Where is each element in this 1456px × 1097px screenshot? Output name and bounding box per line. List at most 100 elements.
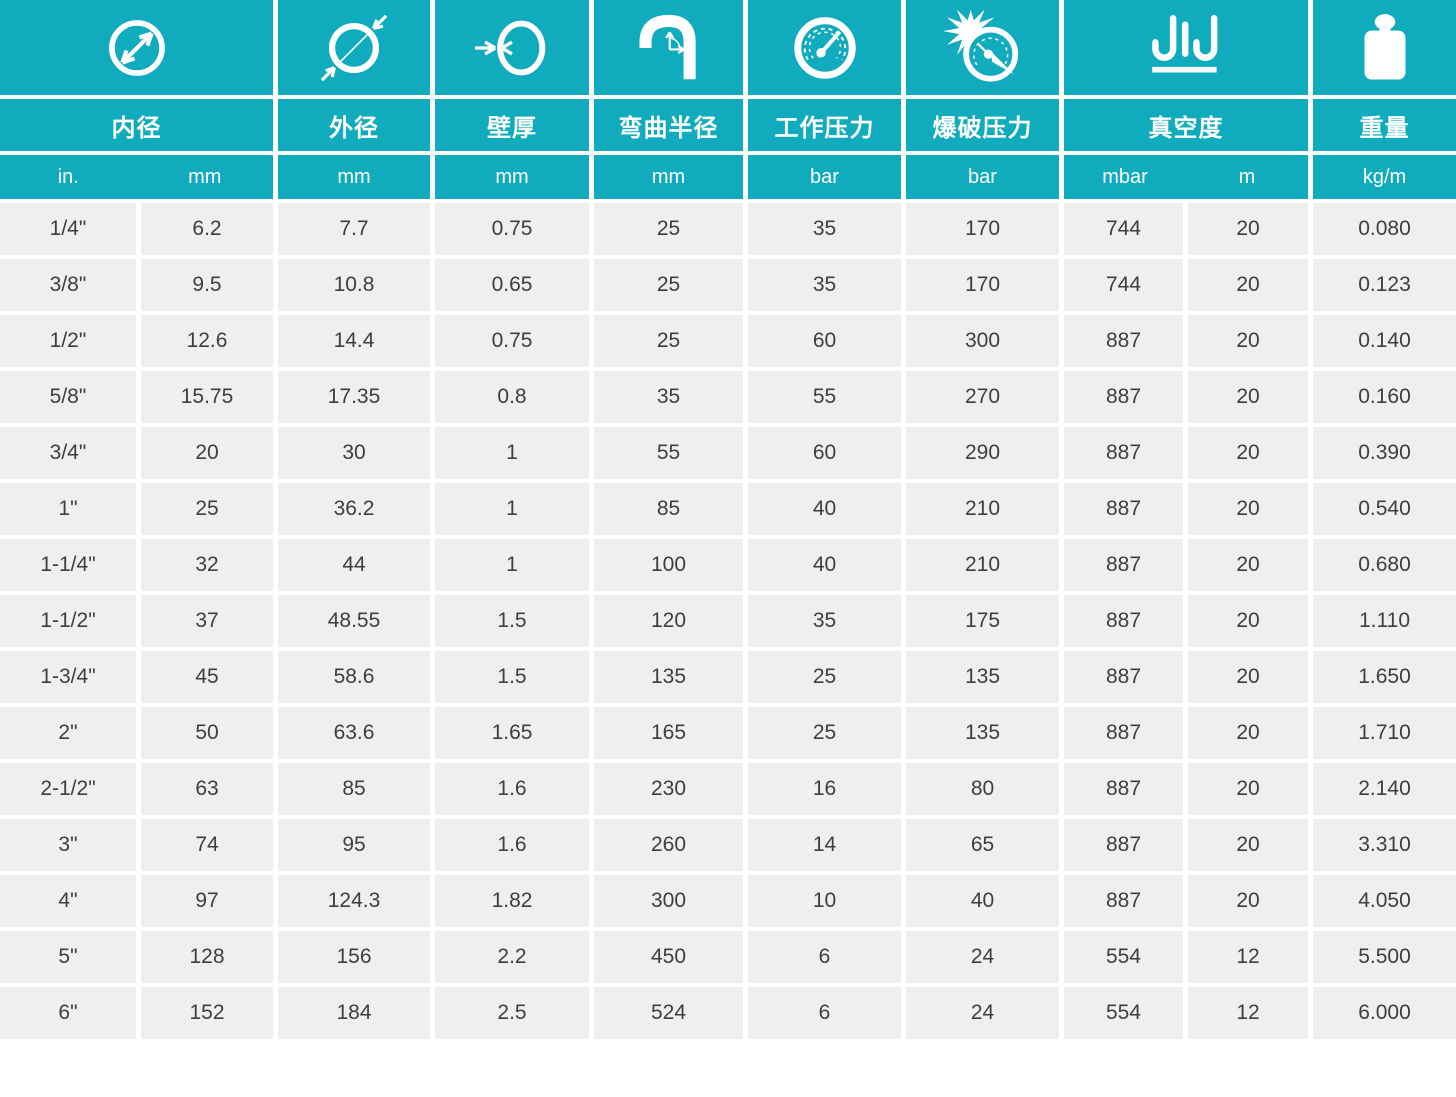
table-cell: 40 xyxy=(748,539,901,591)
column-label-inner-diameter: 内径 xyxy=(0,99,273,151)
unit-mm: mm xyxy=(188,165,222,188)
table-cell: 210 xyxy=(906,539,1059,591)
table-cell: 2.5 xyxy=(435,987,589,1039)
table-cell: 20 xyxy=(1188,819,1308,871)
table-cell: 14 xyxy=(748,819,901,871)
table-cell: 55 xyxy=(594,427,743,479)
outer-diameter-icon xyxy=(318,12,390,84)
table-cell: 20 xyxy=(1188,483,1308,535)
column-label-bend-radius: 弯曲半径 xyxy=(594,99,743,151)
table-cell: 37 xyxy=(141,595,273,647)
table-cell: 36.2 xyxy=(278,483,430,535)
wall-thickness-icon xyxy=(473,16,551,80)
table-cell: 1.710 xyxy=(1313,707,1456,759)
table-cell: 135 xyxy=(594,651,743,703)
table-cell: 887 xyxy=(1064,651,1183,703)
table-cell: 170 xyxy=(906,259,1059,311)
table-cell: 25 xyxy=(594,203,743,255)
table-cell: 887 xyxy=(1064,539,1183,591)
table-cell: 2.140 xyxy=(1313,763,1456,815)
table-cell: 554 xyxy=(1064,931,1183,983)
table-cell: 20 xyxy=(1188,595,1308,647)
table-cell: 15.75 xyxy=(141,371,273,423)
table-cell: 300 xyxy=(906,315,1059,367)
table-cell: 0.140 xyxy=(1313,315,1456,367)
table-cell: 1 xyxy=(435,483,589,535)
table-cell: 40 xyxy=(748,483,901,535)
table-cell: 1" xyxy=(0,483,136,535)
table-cell: 450 xyxy=(594,931,743,983)
table-cell: 0.123 xyxy=(1313,259,1456,311)
table-cell: 152 xyxy=(141,987,273,1039)
table-cell: 184 xyxy=(278,987,430,1039)
table-cell: 175 xyxy=(906,595,1059,647)
unit-cell-inner-diameter: in. mm xyxy=(0,155,273,199)
column-label-wall-thickness: 壁厚 xyxy=(435,99,589,151)
unit-mbar: mbar xyxy=(1102,165,1148,188)
table-cell: 9.5 xyxy=(141,259,273,311)
unit-cell-working-pressure: bar xyxy=(748,155,901,199)
table-cell: 5" xyxy=(0,931,136,983)
weight-icon xyxy=(1359,13,1411,83)
table-cell: 10.8 xyxy=(278,259,430,311)
table-cell: 20 xyxy=(1188,315,1308,367)
table-cell: 20 xyxy=(1188,371,1308,423)
header-icon-cell-outer-diameter xyxy=(278,0,430,95)
table-cell: 2-1/2" xyxy=(0,763,136,815)
table-cell: 58.6 xyxy=(278,651,430,703)
inner-diameter-icon xyxy=(103,14,171,82)
table-cell: 1.82 xyxy=(435,875,589,927)
table-cell: 85 xyxy=(594,483,743,535)
table-cell: 0.390 xyxy=(1313,427,1456,479)
unit-cell-outer-diameter: mm xyxy=(278,155,430,199)
column-label-weight: 重量 xyxy=(1313,99,1456,151)
table-cell: 554 xyxy=(1064,987,1183,1039)
table-cell: 0.75 xyxy=(435,203,589,255)
table-cell: 20 xyxy=(1188,427,1308,479)
table-cell: 6.000 xyxy=(1313,987,1456,1039)
table-cell: 156 xyxy=(278,931,430,983)
table-cell: 63 xyxy=(141,763,273,815)
unit-in: in. xyxy=(57,165,79,188)
header-icon-cell-bend-radius xyxy=(594,0,743,95)
table-cell: 40 xyxy=(906,875,1059,927)
table-cell: 20 xyxy=(1188,203,1308,255)
table-cell: 20 xyxy=(1188,539,1308,591)
table-cell: 4.050 xyxy=(1313,875,1456,927)
table-cell: 2" xyxy=(0,707,136,759)
column-label-burst-pressure: 爆破压力 xyxy=(906,99,1059,151)
unit-cell-burst-pressure: bar xyxy=(906,155,1059,199)
table-cell: 1.650 xyxy=(1313,651,1456,703)
table-cell: 165 xyxy=(594,707,743,759)
table-cell: 6.2 xyxy=(141,203,273,255)
table-cell: 170 xyxy=(906,203,1059,255)
table-cell: 0.540 xyxy=(1313,483,1456,535)
table-cell: 0.160 xyxy=(1313,371,1456,423)
table-cell: 35 xyxy=(748,203,901,255)
table-cell: 25 xyxy=(748,707,901,759)
table-cell: 1 xyxy=(435,427,589,479)
table-cell: 60 xyxy=(748,315,901,367)
table-cell: 887 xyxy=(1064,595,1183,647)
header-icon-cell-inner-diameter xyxy=(0,0,273,95)
table-cell: 16 xyxy=(748,763,901,815)
bend-radius-icon xyxy=(637,11,701,85)
table-cell: 65 xyxy=(906,819,1059,871)
table-cell: 0.080 xyxy=(1313,203,1456,255)
column-label-working-pressure: 工作压力 xyxy=(748,99,901,151)
burst-pressure-icon xyxy=(940,9,1026,87)
table-cell: 230 xyxy=(594,763,743,815)
table-cell: 887 xyxy=(1064,819,1183,871)
table-cell: 744 xyxy=(1064,259,1183,311)
table-cell: 12 xyxy=(1188,987,1308,1039)
table-cell: 44 xyxy=(278,539,430,591)
table-cell: 48.55 xyxy=(278,595,430,647)
table-cell: 10 xyxy=(748,875,901,927)
table-cell: 290 xyxy=(906,427,1059,479)
unit-cell-vacuum: mbar m xyxy=(1064,155,1308,199)
table-cell: 0.8 xyxy=(435,371,589,423)
table-cell: 7.7 xyxy=(278,203,430,255)
column-label-outer-diameter: 外径 xyxy=(278,99,430,151)
table-cell: 1-1/4" xyxy=(0,539,136,591)
column-label-vacuum: 真空度 xyxy=(1064,99,1308,151)
